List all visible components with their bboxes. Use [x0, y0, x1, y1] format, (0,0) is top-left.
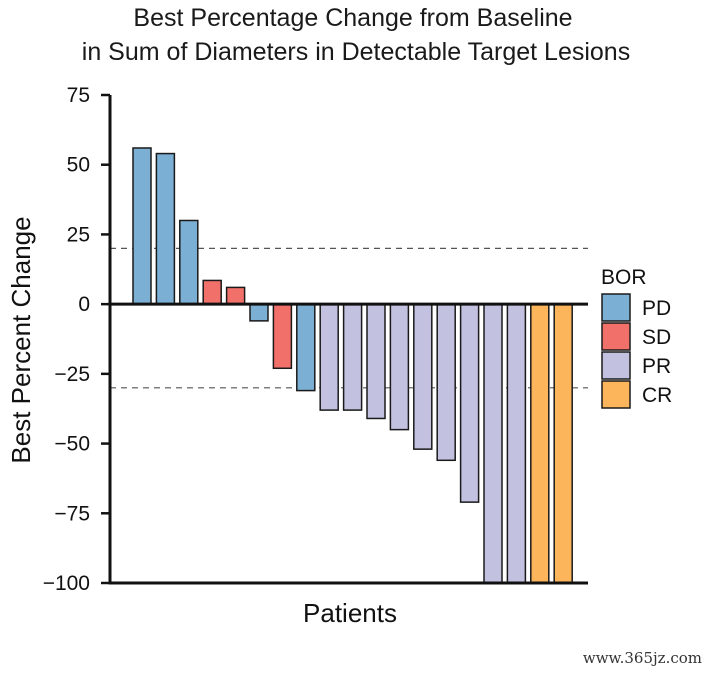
legend-label-cr: CR: [642, 384, 672, 407]
y-tick-label: 0: [78, 293, 90, 316]
bar-pd: [155, 152, 176, 305]
bar-pr: [483, 303, 503, 584]
legend-swatch-sd: [601, 322, 631, 351]
legend-swatch-pr: [601, 351, 631, 380]
y-tick-label: −100: [43, 572, 90, 595]
legend-swatch-pd: [601, 293, 631, 322]
y-tick-label: −25: [54, 363, 90, 386]
bar-pr: [342, 303, 363, 411]
bar-cr: [553, 303, 573, 584]
bar-cr: [530, 303, 550, 584]
legend: BOR PD SD PR CR: [601, 266, 672, 409]
bar-pr: [319, 303, 339, 411]
y-ticks: 75 50 25 0 −25 −50 −75 −100: [43, 84, 110, 595]
bar-pd: [296, 303, 316, 392]
legend-swatch-cr: [601, 380, 631, 409]
y-tick-label: 75: [67, 84, 90, 107]
legend-title: BOR: [601, 266, 647, 289]
bar-sd: [272, 303, 293, 370]
y-axis-label: Best Percent Change: [6, 216, 36, 463]
bar-pr: [506, 303, 527, 584]
watermark: www.365jz.com: [583, 649, 702, 667]
bar-pr: [389, 303, 410, 431]
legend-label-pr: PR: [642, 355, 671, 378]
bar-pr: [459, 303, 480, 503]
bar-sd: [225, 286, 246, 305]
chart-title: Best Percentage Change from Baseline: [133, 4, 572, 32]
bar-pd: [249, 303, 269, 322]
y-tick-label: 25: [67, 223, 90, 246]
legend-label-sd: SD: [642, 326, 671, 349]
y-tick-label: −50: [54, 433, 90, 456]
x-axis-label: Patients: [303, 598, 397, 628]
y-tick-label: 50: [67, 154, 90, 177]
bar-pr: [413, 303, 433, 450]
bar-pr: [436, 303, 456, 462]
y-tick-label: −75: [54, 502, 90, 525]
bar-pd: [132, 147, 152, 305]
legend-label-pd: PD: [642, 297, 671, 320]
bars: [132, 147, 573, 584]
bar-pr: [366, 303, 386, 420]
bar-sd: [202, 279, 222, 305]
bar-pd: [179, 219, 199, 305]
chart-subtitle: in Sum of Diameters in Detectable Target…: [82, 38, 630, 66]
